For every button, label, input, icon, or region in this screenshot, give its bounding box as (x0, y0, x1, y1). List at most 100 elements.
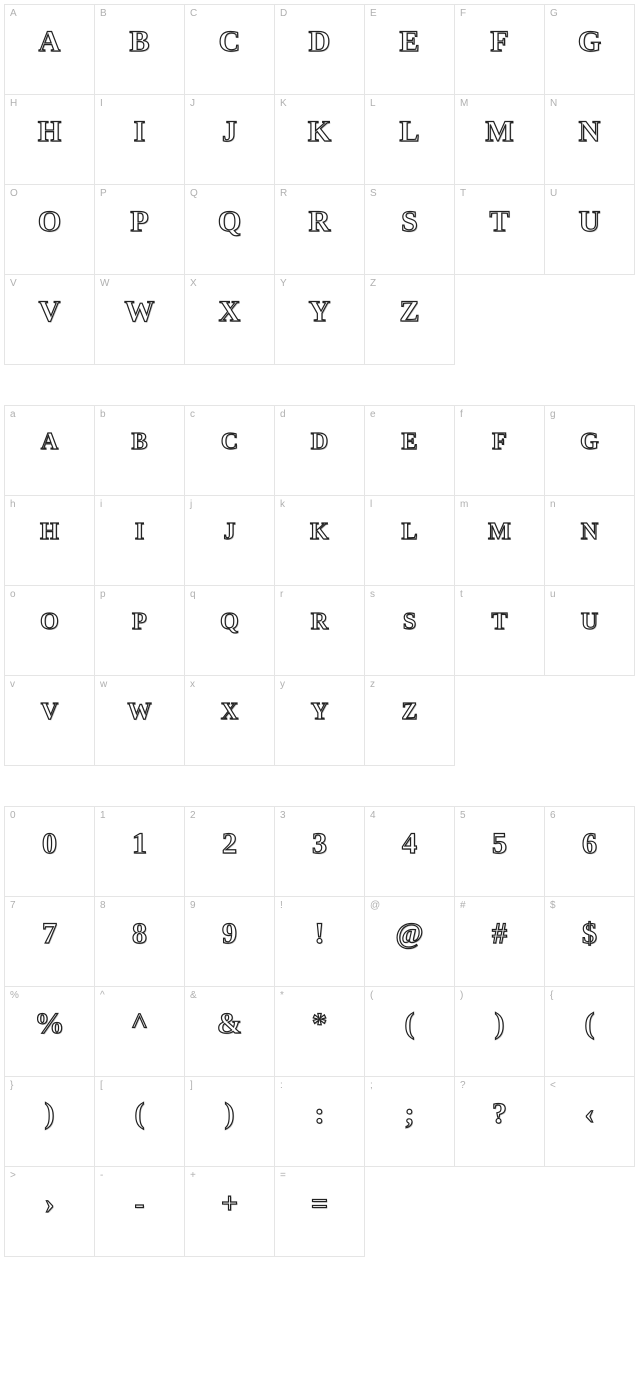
cell-label: b (100, 409, 106, 420)
cell-label: { (550, 990, 553, 1001)
cell-label: l (370, 499, 372, 510)
glyph-cell: CC (185, 5, 275, 95)
glyph-cell: hH (5, 496, 95, 586)
character-map: AABBCCDDEEFFGGHHIIJJKKLLMMNNOOPPQQRRSSTT… (4, 4, 636, 1257)
glyph-cell: 11 (95, 807, 185, 897)
cell-glyph: D (275, 27, 364, 57)
cell-label: i (100, 499, 102, 510)
glyph-cell: SS (365, 185, 455, 275)
cell-glyph: ? (455, 1099, 544, 1129)
glyph-cell: (( (365, 987, 455, 1077)
glyph-cell: @@ (365, 897, 455, 987)
glyph-cell: EE (365, 5, 455, 95)
glyph-cell: 22 (185, 807, 275, 897)
cell-glyph: K (275, 520, 364, 544)
cell-label: P (100, 188, 107, 199)
glyph-cell: 66 (545, 807, 635, 897)
cell-glyph: K (275, 117, 364, 147)
cell-glyph: Z (365, 297, 454, 327)
cell-glyph: V (5, 297, 94, 327)
glyph-cell: MM (455, 95, 545, 185)
cell-label: m (460, 499, 468, 510)
cell-glyph: ; (365, 1099, 454, 1129)
glyph-cell: 33 (275, 807, 365, 897)
cell-label: 7 (10, 900, 16, 911)
cell-label: @ (370, 900, 380, 911)
glyph-cell: eE (365, 406, 455, 496)
cell-glyph: 3 (275, 829, 364, 859)
cell-label: : (280, 1080, 283, 1091)
cell-label: + (190, 1170, 196, 1181)
cell-glyph: S (365, 610, 454, 634)
cell-label: Q (190, 188, 198, 199)
cell-label: U (550, 188, 557, 199)
cell-glyph: Q (185, 207, 274, 237)
cell-glyph: Z (365, 700, 454, 724)
cell-label: A (10, 8, 17, 19)
glyph-cell: II (95, 95, 185, 185)
cell-glyph: C (185, 430, 274, 454)
cell-glyph: $ (545, 919, 634, 949)
cell-label: 6 (550, 810, 556, 821)
cell-label: ) (460, 990, 463, 1001)
glyph-cell: )) (455, 987, 545, 1077)
cell-label: - (100, 1170, 103, 1181)
cell-glyph: J (185, 520, 274, 544)
cell-glyph: U (545, 610, 634, 634)
glyph-cell: ## (455, 897, 545, 987)
glyph-cell: NN (545, 95, 635, 185)
cell-label: $ (550, 900, 556, 911)
cell-glyph: H (5, 117, 94, 147)
glyph-cell: oO (5, 586, 95, 676)
cell-label: > (10, 1170, 16, 1181)
cell-glyph: F (455, 430, 544, 454)
cell-label: w (100, 679, 107, 690)
cell-label: } (10, 1080, 13, 1091)
glyph-cell: %% (5, 987, 95, 1077)
cell-label: j (190, 499, 192, 510)
cell-glyph: N (545, 117, 634, 147)
glyph-cell: ?? (455, 1077, 545, 1167)
glyph-cell: zZ (365, 676, 455, 766)
glyph-cell: {( (545, 987, 635, 1077)
glyph-cell: nN (545, 496, 635, 586)
cell-label: H (10, 98, 17, 109)
glyph-cell: YY (275, 275, 365, 365)
cell-label: S (370, 188, 377, 199)
glyph-cell: FF (455, 5, 545, 95)
cell-glyph: # (455, 919, 544, 949)
cell-glyph: A (5, 27, 94, 57)
glyph-cell: WW (95, 275, 185, 365)
cell-label: Y (280, 278, 287, 289)
glyph-cell: 88 (95, 897, 185, 987)
cell-glyph: L (365, 117, 454, 147)
glyph-cell: OO (5, 185, 95, 275)
glyph-cell: jJ (185, 496, 275, 586)
glyph-cell: lL (365, 496, 455, 586)
cell-label: [ (100, 1080, 103, 1091)
cell-label: a (10, 409, 16, 420)
cell-label: 8 (100, 900, 106, 911)
cell-label: d (280, 409, 286, 420)
cell-glyph: & (185, 1009, 274, 1039)
glyph-cell: 77 (5, 897, 95, 987)
cell-label: Z (370, 278, 376, 289)
glyph-cell: cC (185, 406, 275, 496)
cell-glyph: H (5, 520, 94, 544)
cell-label: u (550, 589, 556, 600)
glyph-cell: fF (455, 406, 545, 496)
cell-glyph: E (365, 430, 454, 454)
cell-glyph: C (185, 27, 274, 57)
glyph-cell: BB (95, 5, 185, 95)
cell-glyph: R (275, 207, 364, 237)
glyph-cell: KK (275, 95, 365, 185)
glyph-cell: !! (275, 897, 365, 987)
cell-glyph: = (275, 1189, 364, 1219)
cell-label: ! (280, 900, 283, 911)
glyph-cell: dD (275, 406, 365, 496)
cell-label: g (550, 409, 556, 420)
glyph-cell: wW (95, 676, 185, 766)
cell-glyph: ‹ (545, 1099, 634, 1129)
glyph-cell: VV (5, 275, 95, 365)
glyph-cell: ;; (365, 1077, 455, 1167)
